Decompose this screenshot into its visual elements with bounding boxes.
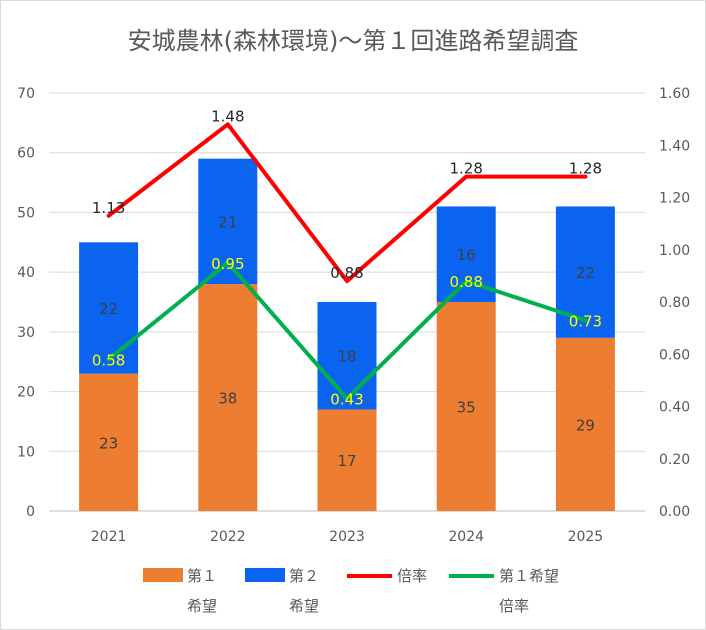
legend-swatch <box>245 568 285 582</box>
line-data-label: 0.88 <box>449 273 482 291</box>
line-data-label: 0.88 <box>330 264 363 282</box>
bar-data-label: 38 <box>218 390 237 408</box>
bar-data-label: 22 <box>99 300 118 318</box>
y-left-tick-label: 50 <box>17 205 35 221</box>
x-tick-label: 2025 <box>568 529 604 545</box>
legend-label: 希望 <box>187 597 217 615</box>
y-left-tick-label: 60 <box>17 146 35 162</box>
bar-data-label: 29 <box>576 416 595 434</box>
y-left-tick-label: 30 <box>17 325 35 341</box>
bar-segment <box>79 373 139 511</box>
line-data-label: 1.13 <box>92 199 125 217</box>
y-left-tick-label: 20 <box>17 385 35 401</box>
bar-data-label: 18 <box>337 348 356 366</box>
chart-title: 安城農林(森林環境)～第１回進路希望調査 <box>127 27 579 55</box>
line-data-label: 1.28 <box>569 160 602 178</box>
y-left-tick-label: 10 <box>17 444 35 460</box>
y-right-tick-label: 1.00 <box>659 243 690 259</box>
legend-label: 倍率 <box>499 597 529 615</box>
bar-segment <box>317 302 377 410</box>
line-data-label: 1.48 <box>211 107 244 125</box>
bar-segment <box>555 206 615 338</box>
y-right-tick-label: 1.40 <box>659 138 690 154</box>
bar-data-label: 35 <box>457 399 476 417</box>
legend-label: 倍率 <box>397 567 427 585</box>
bar-segment <box>555 337 615 511</box>
bar-data-label: 22 <box>576 264 595 282</box>
line-data-label: 0.73 <box>569 312 602 330</box>
x-tick-label: 2021 <box>91 529 127 545</box>
y-left-tick-label: 40 <box>17 265 35 281</box>
bar-data-label: 23 <box>99 434 118 452</box>
bar-segment <box>79 242 139 374</box>
x-tick-label: 2024 <box>448 529 484 545</box>
bar-segment <box>317 409 377 511</box>
series-line <box>106 122 588 284</box>
x-tick-label: 2022 <box>210 529 246 545</box>
series-line <box>106 260 588 401</box>
y-right-tick-label: 1.60 <box>659 86 690 102</box>
legend-swatch <box>143 568 183 582</box>
y-right-tick-label: 0.60 <box>659 347 690 363</box>
y-right-tick-label: 0.20 <box>659 452 690 468</box>
legend-label: 希望 <box>289 597 319 615</box>
legend-label: 第２ <box>289 567 319 585</box>
y-left-tick-label: 0 <box>26 504 35 520</box>
line-data-label: 1.28 <box>449 160 482 178</box>
x-tick-label: 2023 <box>329 529 365 545</box>
line-data-label: 0.58 <box>92 351 125 369</box>
y-right-tick-label: 0.00 <box>659 504 690 520</box>
bar-data-label: 17 <box>337 452 356 470</box>
legend-label: 第１ <box>187 567 217 585</box>
bar-data-label: 21 <box>218 213 237 231</box>
y-right-tick-label: 0.40 <box>659 400 690 416</box>
line-data-label: 0.95 <box>211 255 244 273</box>
legend-label: 第１希望 <box>499 567 559 585</box>
bar-segment <box>436 302 496 511</box>
line-data-label: 0.43 <box>330 391 363 409</box>
bar-data-label: 16 <box>457 246 476 264</box>
y-right-tick-label: 1.20 <box>659 191 690 207</box>
bar-segment <box>198 284 258 511</box>
y-right-tick-label: 0.80 <box>659 295 690 311</box>
y-left-tick-label: 70 <box>17 86 35 102</box>
